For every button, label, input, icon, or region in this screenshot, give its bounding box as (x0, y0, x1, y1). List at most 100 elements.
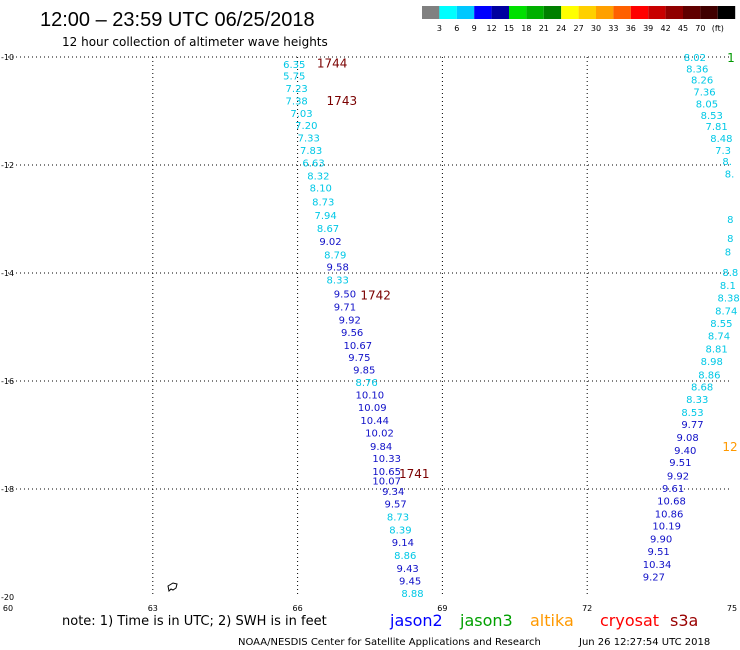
y-tick-label: -12 (1, 161, 14, 170)
wave-height-value: 8.98 (701, 357, 723, 368)
wave-height-value: 8. (725, 170, 735, 181)
y-tick-label: -14 (1, 269, 14, 278)
satellite-legend: jason2 jason3 altika cryosat s3a (389, 611, 698, 630)
wave-height-value: 10.19 (652, 522, 681, 533)
wave-height-value: 8.74 (715, 306, 737, 317)
wave-height-value: 8.76 (356, 378, 378, 389)
wave-height-value: 6.63 (302, 158, 324, 169)
wave-height-value: 9.02 (319, 237, 341, 248)
wave-height-value: 10.02 (365, 428, 394, 439)
wave-height-value: 10.44 (360, 416, 389, 427)
wave-height-value: 7.36 (693, 88, 715, 99)
wave-height-value: 10.67 (343, 341, 372, 352)
map-axis-labels: 60 63 66 69 72 75 -10 -12 -14 -16 -18 -20 (1, 53, 737, 613)
legend-tick-label: 9 (472, 24, 477, 33)
footer-timestamp: Jun 26 12:27:54 UTC 2018 (578, 637, 710, 648)
x-tick-label: 66 (293, 604, 303, 613)
legend-swatch (613, 6, 631, 19)
legend-swatch (509, 6, 527, 19)
wave-height-value: 9.51 (669, 458, 691, 469)
satellite-legend-item: jason2 (389, 611, 443, 630)
wave-height-value: 7.81 (705, 122, 727, 133)
wave-height-value: 9.61 (662, 484, 684, 495)
legend-swatch (561, 6, 579, 19)
wave-height-value: 8.10 (310, 184, 332, 195)
wave-height-value: 8. (722, 157, 732, 168)
wave-height-value: 8.02 (684, 53, 706, 64)
satellite-legend-item: s3a (670, 611, 698, 630)
legend-swatch (700, 6, 718, 19)
legend-tick-label: 27 (574, 24, 584, 33)
wave-height-value: 8.39 (389, 526, 411, 537)
wave-height-value: 10.34 (643, 560, 672, 571)
wave-height-value: 8.81 (705, 345, 727, 356)
legend-swatch (439, 6, 457, 19)
wave-height-value: 9.58 (327, 263, 349, 274)
color-scale-legend: 3 6 9 12 15 18 21 24 27 30 33 36 39 42 45 70 (ft) (422, 6, 736, 33)
wave-height-value: 7.33 (298, 133, 320, 144)
legend-swatch (491, 6, 509, 19)
legend-swatch (578, 6, 596, 19)
legend-swatch (596, 6, 614, 19)
wave-height-value: 9.43 (397, 564, 419, 575)
wave-height-value: 8.38 (718, 293, 740, 304)
wave-height-value: 9.57 (384, 500, 406, 511)
wave-height-value: 9.56 (341, 328, 363, 339)
legend-swatch (648, 6, 666, 19)
legend-swatch (526, 6, 544, 19)
y-tick-label: -20 (1, 593, 14, 602)
track-left: 6.355.75 7.23 7.387.037.207.33 7.836.63 8.32… (283, 60, 424, 600)
wave-height-value: 8.48 (710, 134, 732, 145)
legend-tick-label: 12 (487, 24, 497, 33)
x-tick-label: 60 (3, 604, 13, 613)
wave-height-value: 9.27 (643, 572, 665, 583)
wave-height-value: 8.74 (708, 332, 730, 343)
island-shape (167, 582, 178, 593)
legend-tick-label: 21 (539, 24, 549, 33)
wave-height-value: 9.85 (353, 366, 375, 377)
wave-height-value: 7.03 (290, 109, 312, 120)
legend-tick-label: 36 (626, 24, 636, 33)
wave-height-value: 8.32 (307, 171, 329, 182)
wave-height-value: 7.38 (286, 97, 308, 108)
wave-height-value: 9.08 (676, 433, 698, 444)
wave-height-value: 8.33 (327, 275, 349, 286)
wave-height-value: 8.26 (691, 76, 713, 87)
legend-swatch (474, 6, 492, 19)
wave-height-value: 8 (725, 247, 731, 258)
legend-tick-label: 18 (521, 24, 531, 33)
legend-tick-label: 33 (608, 24, 618, 33)
wave-height-value: 7.94 (314, 211, 336, 222)
legend-tick-label: (ft) (712, 24, 724, 33)
legend-swatch (456, 6, 475, 19)
wave-height-value: 8.88 (401, 589, 423, 600)
wave-height-value: 6.35 (283, 60, 305, 71)
wave-height-value: 8.05 (696, 99, 718, 110)
wave-height-value: 7.20 (295, 121, 317, 132)
orbit-pass-label: 1742 (360, 289, 391, 303)
wave-height-value: 10.10 (356, 391, 385, 402)
legend-tick-label: 3 (437, 24, 442, 33)
y-tick-label: -16 (1, 377, 14, 386)
legend-swatch (630, 6, 649, 19)
legend-tick-label: 42 (661, 24, 671, 33)
wave-height-value: 8.53 (701, 111, 723, 122)
wave-height-value: 7.83 (300, 146, 322, 157)
wave-height-value: 8.86 (698, 371, 720, 382)
wave-height-value: 10.86 (655, 509, 684, 520)
wave-height-value: 9.77 (681, 420, 703, 431)
legend-tick-label: 6 (454, 24, 459, 33)
wave-height-value: 9.40 (674, 446, 696, 457)
legend-tick-label: 45 (678, 24, 688, 33)
wave-height-value: 9.14 (392, 538, 414, 549)
wave-height-value: 5.75 (283, 71, 305, 82)
map-grid (8, 56, 732, 597)
satellite-legend-item: jason3 (459, 611, 513, 630)
orbit-pass-label: 1743 (327, 94, 358, 108)
wave-height-value: 10.07 (372, 476, 401, 487)
footer-note: note: 1) Time is in UTC; 2) SWH is in fe… (62, 614, 327, 629)
wave-height-value: 8.55 (710, 319, 732, 330)
pass-labels: 1744 1743 1742 1741 1 12 (317, 51, 738, 481)
legend-swatch (665, 6, 683, 19)
